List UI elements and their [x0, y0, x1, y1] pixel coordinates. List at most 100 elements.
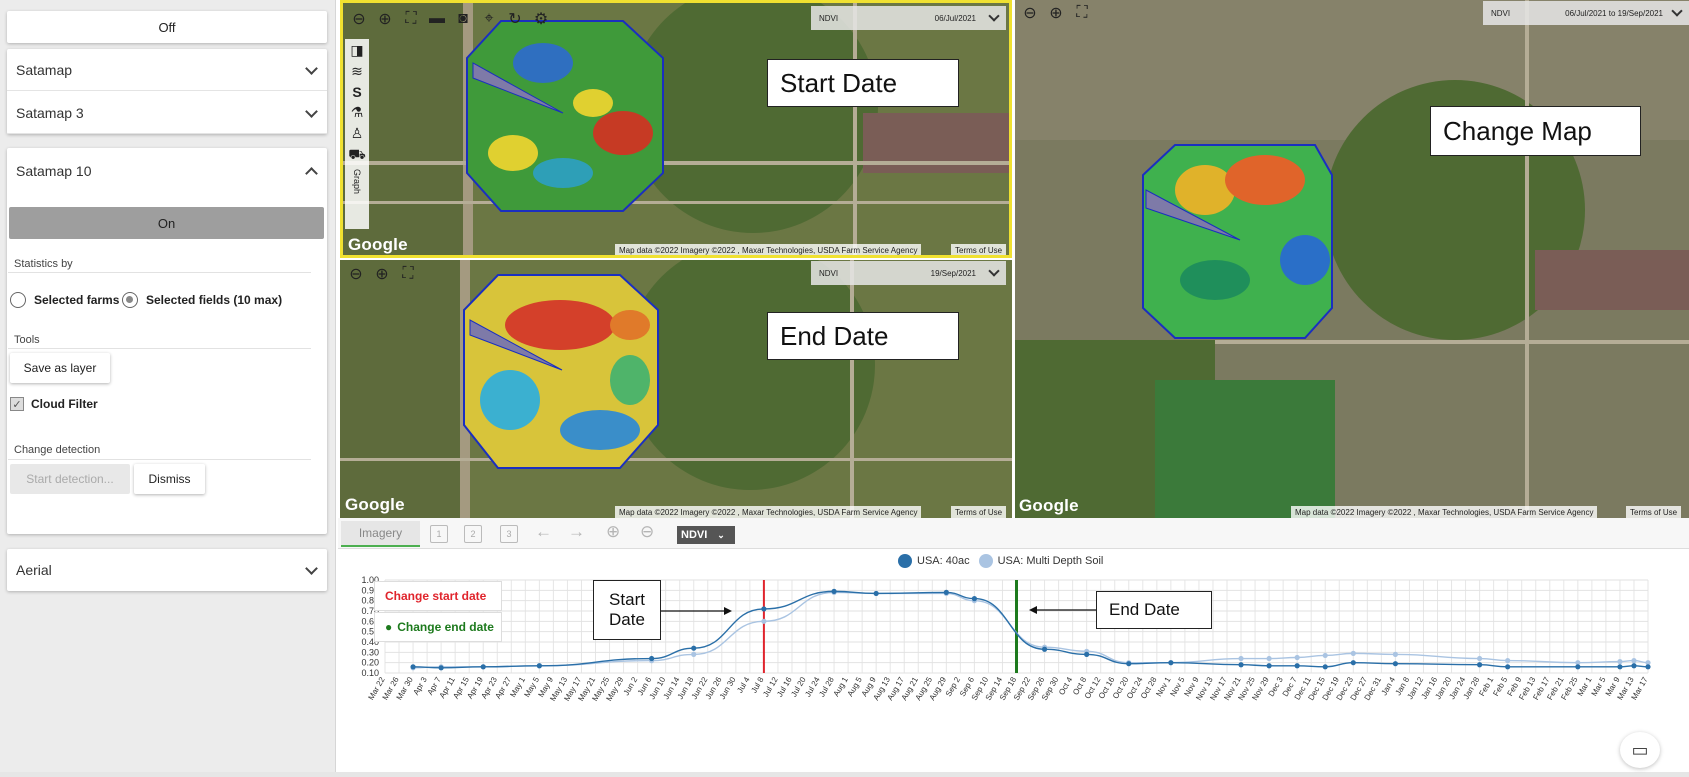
- zoom-out-icon[interactable]: ⊖: [349, 266, 363, 283]
- change-end-date-label: Change end date: [397, 620, 494, 634]
- zoom-out-chart-icon[interactable]: ⊖: [640, 522, 655, 541]
- series-line: [413, 591, 1649, 669]
- map-attribution: Map data ©2022 Imagery ©2022 , Maxar Tec…: [615, 506, 922, 518]
- zoom-out-icon[interactable]: ⊖: [352, 11, 366, 28]
- data-point: [1322, 664, 1328, 670]
- index-select-value: NDVI: [681, 529, 708, 541]
- accordion-aerial[interactable]: Aerial: [7, 549, 327, 591]
- accordion-satamap-3[interactable]: Satamap 3: [7, 92, 327, 134]
- chat-button[interactable]: ▭: [1620, 732, 1660, 768]
- y-tick-label: 0.70: [361, 606, 379, 616]
- map-attribution: Map data ©2022 Imagery ©2022 , Maxar Tec…: [615, 244, 922, 255]
- satamap-10-card: Satamap 10 On Statistics by Selected far…: [7, 148, 327, 534]
- fullscreen-icon[interactable]: ⛶: [1076, 4, 1088, 21]
- change-map[interactable]: ⊖ ⊕ ⛶ NDVI 06/Jul/2021 to 19/Sep/2021 Go…: [1015, 0, 1689, 518]
- cloud-filter-label: Cloud Filter: [31, 397, 98, 411]
- y-tick-label: 0.80: [361, 596, 379, 606]
- end-date-map[interactable]: ⊖ ⊕ ⛶ NDVI 19/Sep/2021 Google Map data ©…: [340, 260, 1012, 518]
- layer-name: NDVI: [819, 268, 839, 278]
- on-button[interactable]: On: [9, 207, 324, 239]
- chevron-down-icon: [988, 265, 1000, 277]
- divider: [8, 348, 311, 349]
- person-icon[interactable]: ♙: [350, 125, 364, 141]
- layout-2-icon[interactable]: 2: [464, 525, 482, 543]
- fullscreen-icon[interactable]: ⛶: [405, 10, 417, 27]
- data-point: [1238, 662, 1244, 668]
- layer-date-selector[interactable]: NDVI 19/Sep/2021: [811, 261, 1006, 285]
- cloud-filter-checkbox[interactable]: ✓: [10, 397, 24, 411]
- change-start-date-button[interactable]: Change start date: [374, 581, 502, 611]
- accordion-label: Satamap 3: [16, 104, 84, 121]
- data-point: [873, 590, 879, 597]
- zoom-in-chart-icon[interactable]: ⊕: [606, 522, 621, 541]
- zoom-in-icon[interactable]: ⊕: [378, 11, 392, 28]
- stack-icon[interactable]: ≋: [351, 63, 363, 79]
- satellite-imagery: [343, 3, 1009, 255]
- series-line: [413, 590, 1649, 669]
- y-tick-label: 0.90: [361, 585, 379, 595]
- layout-1-icon[interactable]: 1: [430, 525, 448, 543]
- legend-label-2[interactable]: USA: Multi Depth Soil: [997, 555, 1104, 567]
- end-date-callout: End Date: [767, 312, 959, 360]
- fullscreen-icon[interactable]: ⛶: [402, 265, 414, 282]
- save-as-layer-button[interactable]: Save as layer: [10, 353, 110, 383]
- radio-fields-label: Selected fields (10 max): [146, 293, 283, 307]
- accordion-satamap[interactable]: Satamap: [7, 49, 327, 91]
- s-icon[interactable]: S: [352, 84, 362, 100]
- chart-legend: USA: 40ac USA: Multi Depth Soil: [898, 554, 1103, 568]
- zoom-in-icon[interactable]: ⊕: [1049, 5, 1063, 22]
- index-select[interactable]: NDVI ⌄: [677, 526, 735, 544]
- settings-icon[interactable]: ⚙: [533, 11, 549, 28]
- layer-name: NDVI: [1491, 8, 1511, 18]
- accordion-label: Satamap 10: [16, 163, 92, 179]
- start-detection-button[interactable]: Start detection...: [10, 464, 130, 494]
- start-date-map[interactable]: ⊖ ⊕ ⛶ ▬ ◙ ⌖ ↻ ⚙ ◨ ≋ S ⚗ ♙ ⛟ Graph NDVI 0…: [340, 0, 1012, 258]
- data-point: [1322, 652, 1328, 659]
- layer-date-selector[interactable]: NDVI 06/Jul/2021: [811, 6, 1006, 30]
- change-end-date-button[interactable]: ● Change end date: [374, 612, 502, 642]
- data-point: [1645, 660, 1651, 666]
- chat-icon: ▭: [1631, 739, 1649, 760]
- arrow-right-icon[interactable]: →: [568, 522, 585, 541]
- target-icon[interactable]: ⌖: [484, 10, 494, 27]
- data-point: [1392, 651, 1398, 657]
- terms-link[interactable]: Terms of Use: [951, 506, 1007, 518]
- arrow-left-icon[interactable]: ←: [535, 522, 552, 541]
- off-button[interactable]: Off: [158, 19, 176, 35]
- chart-start-date-callout: Start Date: [593, 580, 661, 640]
- x-tick-label: Jul 4: [735, 675, 752, 695]
- data-point: [480, 664, 486, 670]
- dismiss-button[interactable]: Dismiss: [134, 464, 205, 494]
- layout-3-icon[interactable]: 3: [500, 525, 518, 543]
- legend-label-1[interactable]: USA: 40ac: [917, 555, 970, 567]
- tab-imagery[interactable]: Imagery: [341, 521, 420, 547]
- tractor-icon[interactable]: ⛟: [348, 146, 366, 162]
- y-tick-label: 0.50: [361, 627, 379, 637]
- camera-icon[interactable]: ◙: [458, 10, 468, 27]
- ndvi-line-chart[interactable]: 1.000.900.800.700.600.500.400.300.200.10…: [338, 518, 1689, 777]
- statistics-by-label: Statistics by: [14, 258, 73, 270]
- radio-selected-farms[interactable]: [10, 292, 26, 308]
- graph-tab[interactable]: Graph: [352, 169, 362, 195]
- radio-selected-fields[interactable]: [122, 292, 138, 308]
- data-point: [1631, 658, 1637, 664]
- terms-link[interactable]: Terms of Use: [951, 244, 1007, 255]
- zoom-out-icon[interactable]: ⊖: [1023, 5, 1037, 22]
- chevron-down-icon: [304, 563, 318, 577]
- flask-icon[interactable]: ⚗: [350, 104, 364, 120]
- horizontal-scrollbar[interactable]: [0, 772, 1689, 777]
- data-point: [1266, 663, 1272, 669]
- zoom-in-icon[interactable]: ⊕: [375, 266, 389, 283]
- briefcase-icon[interactable]: ▬: [429, 10, 445, 27]
- divider: [8, 459, 311, 460]
- aerial-card: Aerial: [7, 549, 327, 591]
- accordion-satamap-10[interactable]: Satamap 10: [7, 148, 327, 194]
- callout-line: Start: [609, 590, 645, 609]
- data-point: [691, 651, 697, 657]
- chevron-down-icon: [304, 63, 318, 77]
- refresh-icon[interactable]: ↻: [508, 11, 522, 28]
- layer-date-selector[interactable]: NDVI 06/Jul/2021 to 19/Sep/2021: [1483, 1, 1689, 25]
- map-layer-icon[interactable]: ◨: [350, 42, 364, 58]
- terms-link[interactable]: Terms of Use: [1626, 506, 1682, 518]
